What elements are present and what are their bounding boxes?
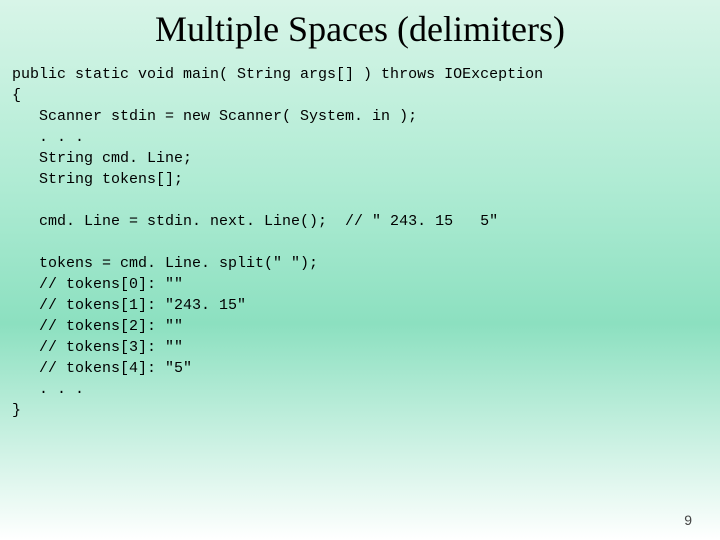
code-line: // tokens[2]: "" [12, 318, 183, 335]
code-line: cmd. Line = stdin. next. Line(); // " 24… [12, 213, 498, 230]
code-line: { [12, 87, 21, 104]
code-block: public static void main( String args[] )… [0, 50, 720, 421]
code-line: String cmd. Line; [12, 150, 192, 167]
code-line: // tokens[4]: "5" [12, 360, 192, 377]
code-line: . . . [12, 129, 84, 146]
code-line: // tokens[3]: "" [12, 339, 183, 356]
code-line: // tokens[0]: "" [12, 276, 183, 293]
code-line: } [12, 402, 21, 419]
slide-title: Multiple Spaces (delimiters) [0, 0, 720, 50]
code-line: Scanner stdin = new Scanner( System. in … [12, 108, 417, 125]
code-line: public static void main( String args[] )… [12, 66, 543, 83]
code-line: tokens = cmd. Line. split(" "); [12, 255, 318, 272]
code-line: . . . [12, 381, 84, 398]
page-number: 9 [684, 512, 692, 528]
code-line: // tokens[1]: "243. 15" [12, 297, 246, 314]
code-line: String tokens[]; [12, 171, 183, 188]
